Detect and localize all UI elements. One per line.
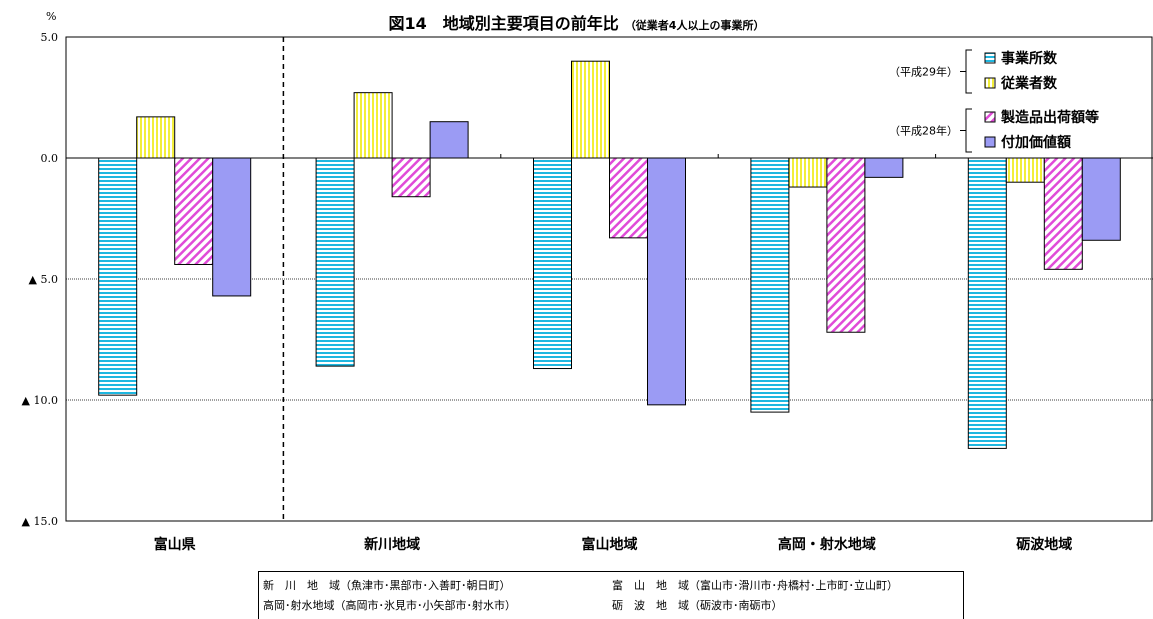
chart-title: 図14 地域別主要項目の前年比 （従業者4人以上の事業所） bbox=[0, 10, 1153, 34]
legend-swatch-2 bbox=[984, 111, 996, 123]
x-category-label-1: 新川地域 bbox=[364, 536, 420, 553]
chart-title-main: 図14 地域別主要項目の前年比 bbox=[388, 14, 619, 33]
bar-事業所数-高岡・射水地域 bbox=[750, 157, 790, 413]
footnote-row-2-right: 砺 波 地 域（砺波市･南砺市） bbox=[612, 599, 783, 612]
y-tick-label-2: ▲ 5.0 bbox=[29, 273, 58, 286]
footnote-row-2-left: 高岡･射水地域（高岡市･氷見市･小矢部市･射水市） bbox=[263, 599, 516, 612]
bar-付加価値額-砺波地域 bbox=[1081, 157, 1121, 241]
y-tick-label-1: 0.0 bbox=[41, 152, 59, 165]
y-tick-label-0: 5.0 bbox=[41, 31, 59, 44]
bar-付加価値額-富山県 bbox=[212, 157, 252, 297]
bar-製造品出荷額等-新川地域 bbox=[391, 157, 431, 198]
legend-swatch-1 bbox=[984, 77, 996, 89]
x-category-label-4: 砺波地域 bbox=[1016, 536, 1072, 553]
legend-bracket-1 bbox=[960, 108, 972, 153]
y-axis-unit-label: % bbox=[46, 10, 57, 23]
legend-group-label-0: （平成29年） bbox=[889, 65, 958, 79]
bar-付加価値額-高岡・射水地域 bbox=[864, 157, 904, 178]
chart-subtitle: （従業者4人以上の事業所） bbox=[624, 19, 765, 32]
bar-付加価値額-富山地域 bbox=[647, 157, 686, 406]
bar-従業者数-富山県 bbox=[136, 116, 176, 159]
legend-swatch-3 bbox=[984, 136, 996, 148]
legend-label-1: 従業者数 bbox=[1000, 75, 1058, 92]
legend-group-label-1: （平成28年） bbox=[889, 124, 958, 138]
bar-chart: 5.0 0.0 ▲ 5.0 ▲ 10.0 ▲ 15.0 富山県 新川地域 富山地域 高岡・射水地… bbox=[22, 31, 1153, 553]
bar-付加価値額-新川地域 bbox=[429, 121, 469, 159]
x-category-label-2: 富山地域 bbox=[582, 536, 638, 553]
footnote-row-1-right: 富 山 地 域（富山市･滑川市･舟橋村･上市町･立山町） bbox=[612, 579, 898, 592]
x-category-label-0: 富山県 bbox=[154, 536, 196, 553]
bar-事業所数-新川地域 bbox=[315, 157, 355, 367]
legend-bracket-0 bbox=[960, 49, 972, 94]
bar-事業所数-砺波地域 bbox=[967, 157, 1007, 449]
bar-従業者数-高岡・射水地域 bbox=[788, 157, 828, 188]
bar-製造品出荷額等-砺波地域 bbox=[1043, 157, 1083, 270]
bar-従業者数-新川地域 bbox=[353, 92, 393, 159]
legend-swatch-0 bbox=[984, 52, 996, 64]
x-category-label-3: 高岡・射水地域 bbox=[778, 536, 876, 553]
bar-製造品出荷額等-高岡・射水地域 bbox=[826, 157, 866, 333]
legend-label-2: 製造品出荷額等 bbox=[1000, 109, 1099, 126]
bar-製造品出荷額等-富山県 bbox=[174, 157, 214, 265]
legend-label-3: 付加価値額 bbox=[1001, 134, 1071, 151]
bar-事業所数-富山地域 bbox=[533, 157, 572, 370]
bar-事業所数-富山県 bbox=[98, 157, 138, 396]
region-footnote-box: 新 川 地 域（魚津市･黒部市･入善町･朝日町） 富 山 地 域（富山市･滑川市… bbox=[258, 571, 964, 619]
y-tick-label-4: ▲ 15.0 bbox=[22, 515, 58, 528]
bar-製造品出荷額等-富山地域 bbox=[609, 157, 648, 239]
y-tick-label-3: ▲ 10.0 bbox=[22, 394, 58, 407]
axis-labels: 5.0 0.0 ▲ 5.0 ▲ 10.0 ▲ 15.0 富山県 新川地域 富山地域 高岡・射水地… bbox=[22, 31, 1073, 553]
bar-従業者数-砺波地域 bbox=[1005, 157, 1045, 183]
bars bbox=[98, 60, 1121, 449]
footnote-row-1-left: 新 川 地 域（魚津市･黒部市･入善町･朝日町） bbox=[263, 579, 511, 592]
legend-label-0: 事業所数 bbox=[1001, 50, 1058, 67]
bar-従業者数-富山地域 bbox=[571, 60, 610, 159]
